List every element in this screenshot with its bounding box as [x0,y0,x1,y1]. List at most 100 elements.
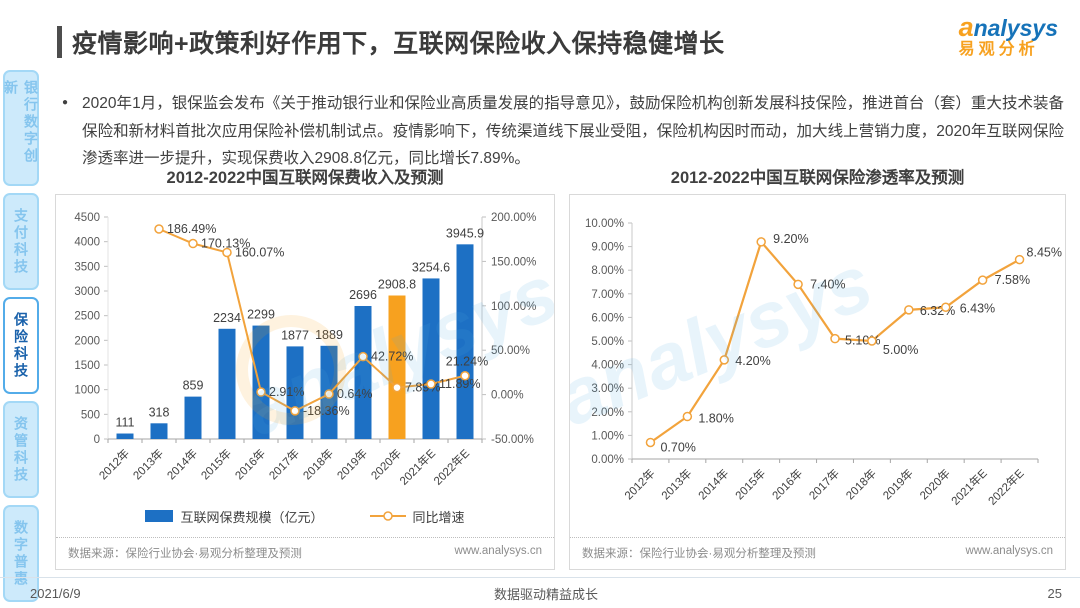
svg-text:2696: 2696 [349,288,377,302]
chart-panel-premium: 2012-2022中国互联网保费收入及预测 analysys 4500 4000 3… [55,167,555,570]
svg-text:318: 318 [149,405,170,419]
svg-text:0.00%: 0.00% [491,390,524,402]
svg-text:1889: 1889 [315,328,343,342]
chart1-legend: 互联网保费规模（亿元） 同比增速 [56,503,554,529]
svg-text:2299: 2299 [247,308,275,322]
svg-text:6.43%: 6.43% [960,301,995,315]
summary-text: 2020年1月，银保监会发布《关于推动银行业和保险业高质量发展的指导意见》，鼓励… [82,95,1064,168]
chart1-box: analysys 4500 4000 3500 3000 2500 2000 1500 100… [55,194,555,570]
svg-text:-18.36%: -18.36% [303,404,350,418]
svg-text:7.58%: 7.58% [995,273,1030,287]
svg-text:186.49%: 186.49% [167,222,216,236]
svg-text:1.80%: 1.80% [698,412,733,426]
svg-text:2000: 2000 [74,335,100,347]
svg-text:111: 111 [115,416,134,430]
sidebar: 银行数字创新支付科技保险科技资管科技数字普惠 [3,70,41,602]
svg-text:2015年: 2015年 [198,446,234,482]
svg-text:4000: 4000 [74,237,100,249]
page-title: 疫情影响+政策利好作用下，互联网保险收入保持稳健增长 [72,30,725,58]
footer-date: 2021/6/9 [30,585,81,601]
svg-text:11.89%: 11.89% [439,377,480,391]
chart1-source: 数据来源：保险行业协会·易观分析整理及预测 [68,548,302,560]
svg-text:160.07%: 160.07% [235,245,284,259]
legend-premium: 互联网保费规模（亿元） [145,507,324,526]
svg-text:2019年: 2019年 [880,466,916,502]
logo-a-icon: a [958,12,974,42]
header: 疫情影响+政策利好作用下，互联网保险收入保持稳健增长 [57,24,725,60]
sidebar-item-3[interactable]: 保险科技 [3,297,39,394]
svg-text:1000: 1000 [74,385,100,397]
svg-text:5.00%: 5.00% [883,343,918,357]
footer-slogan: 数据驱动精益成长 [493,586,598,602]
svg-text:0.00%: 0.00% [591,454,624,466]
svg-text:3945.9: 3945.9 [446,226,484,240]
chart2-source-row: 数据来源：保险行业协会·易观分析整理及预测 www.analysys.cn [570,537,1065,569]
svg-text:3254.6: 3254.6 [412,260,450,274]
svg-text:9.00%: 9.00% [591,242,624,254]
legend-growth: 同比增速 [369,507,465,526]
chart2-box: analysys 10.00% 9.00% 8.00% 7.00% 6.00% 5.00%… [569,194,1066,570]
svg-text:2017年: 2017年 [806,466,842,502]
chart2-website: www.analysys.cn [965,545,1053,557]
sidebar-item-5[interactable]: 数字普惠 [3,505,39,602]
svg-text:170.13%: 170.13% [201,237,250,251]
legend-line-swatch-icon [369,511,406,521]
svg-text:1877: 1877 [281,328,309,342]
analysys-logo: analysys 易观分析 [959,13,1058,59]
svg-text:2022年E: 2022年E [985,466,1027,508]
svg-text:4.20%: 4.20% [735,354,770,368]
charts-row: 2012-2022中国互联网保费收入及预测 analysys 4500 4000 3… [55,167,1066,570]
svg-text:2908.8: 2908.8 [378,277,416,291]
svg-text:-50.00%: -50.00% [491,434,534,446]
svg-text:2234: 2234 [213,311,241,325]
chart2-source: 数据来源：保险行业协会·易观分析整理及预测 [582,548,816,560]
svg-text:1.00%: 1.00% [591,430,624,442]
svg-text:2021年E: 2021年E [397,446,439,488]
svg-text:2015年: 2015年 [732,466,768,502]
svg-text:500: 500 [81,409,100,421]
svg-text:8.45%: 8.45% [1027,246,1062,260]
svg-text:3500: 3500 [74,261,100,273]
svg-text:2.91%: 2.91% [269,385,304,399]
svg-text:9.20%: 9.20% [773,232,808,246]
svg-text:8.00%: 8.00% [591,265,624,277]
svg-text:3.00%: 3.00% [591,383,624,395]
svg-text:7.40%: 7.40% [810,277,845,291]
svg-text:2.00%: 2.00% [591,407,624,419]
logo-wordmark: analysys [958,12,1058,42]
svg-text:2500: 2500 [74,311,100,323]
svg-text:2012年: 2012年 [96,446,132,482]
penetration-rate-chart: 10.00% 9.00% 8.00% 7.00% 6.00% 5.00% 4.00% 3.00… [585,218,1062,508]
svg-text:2016年: 2016年 [232,446,268,482]
svg-text:2019年: 2019年 [334,446,370,482]
logo-chinese: 易观分析 [958,41,1039,59]
chart1-source-row: 数据来源：保险行业协会·易观分析整理及预测 www.analysys.cn [56,537,554,569]
premium-income-chart: 4500 4000 3500 3000 2500 2000 1500 1000 500 0 200.… [74,212,536,488]
svg-text:2018年: 2018年 [300,446,336,482]
svg-text:7.00%: 7.00% [591,289,624,301]
svg-text:4.00%: 4.00% [591,360,624,372]
sidebar-item-4[interactable]: 资管科技 [3,401,39,498]
svg-text:2014年: 2014年 [164,446,200,482]
footer: 2021/6/9 数据驱动精益成长 25 [0,577,1080,608]
svg-text:2021年E: 2021年E [948,466,990,508]
chart1-title: 2012-2022中国互联网保费收入及预测 [166,169,444,187]
svg-text:6.00%: 6.00% [591,312,624,324]
svg-text:2022年E: 2022年E [431,446,473,488]
svg-text:4500: 4500 [74,212,100,224]
svg-text:2012年: 2012年 [621,466,657,502]
svg-text:2013年: 2013年 [130,446,166,482]
svg-text:10.00%: 10.00% [585,218,624,230]
svg-text:200.00%: 200.00% [491,212,536,224]
summary-block: ● 2020年1月，银保监会发布《关于推动银行业和保险业高质量发展的指导意见》，… [62,90,1064,173]
svg-text:859: 859 [183,379,204,393]
sidebar-item-1[interactable]: 银行数字创新 [3,70,39,186]
chart2-title: 2012-2022中国互联网保险渗透率及预测 [670,169,965,187]
svg-text:0.70%: 0.70% [660,440,695,454]
svg-text:0.64%: 0.64% [337,387,372,401]
svg-text:100.00%: 100.00% [491,301,536,313]
svg-text:2014年: 2014年 [695,466,731,502]
svg-text:50.00%: 50.00% [491,345,530,357]
sidebar-item-2[interactable]: 支付科技 [3,193,39,290]
